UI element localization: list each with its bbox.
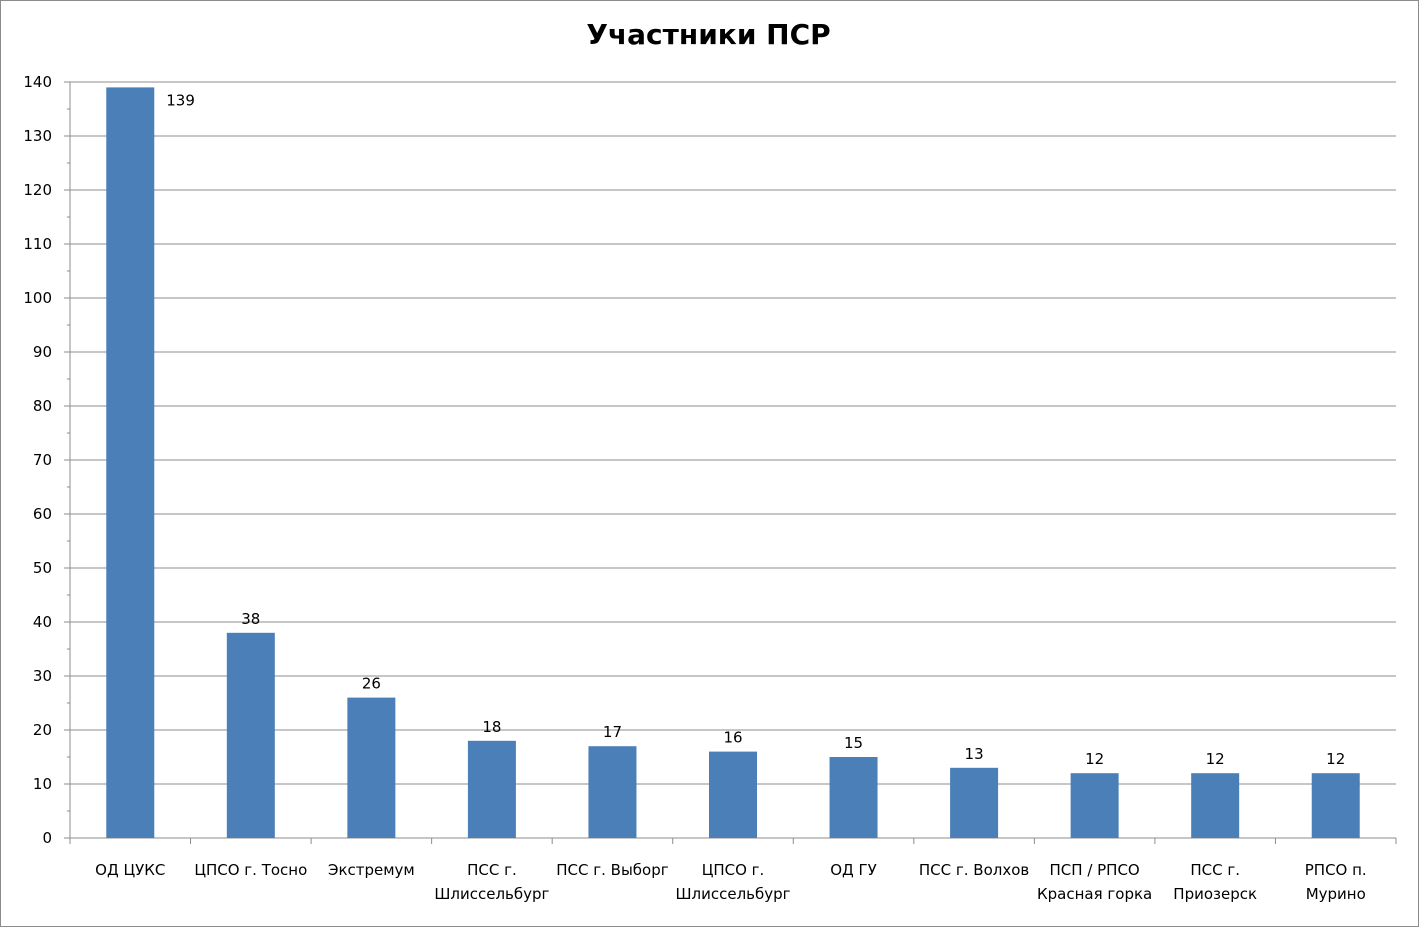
bar [467, 740, 516, 838]
data-label: 12 [1085, 750, 1104, 768]
y-tick-label: 80 [33, 397, 52, 415]
x-tick-label: Приозерск [1173, 885, 1257, 903]
x-tick-label: ПСС г. Выборг [556, 861, 668, 879]
bar [347, 697, 396, 838]
x-tick-label: ПСС г. Волхов [919, 861, 1029, 879]
x-tick-label: Мурино [1306, 885, 1366, 903]
data-label: 12 [1326, 750, 1345, 768]
bar [226, 632, 275, 838]
y-tick-label: 40 [33, 613, 52, 631]
y-tick-label: 140 [23, 73, 52, 91]
chart-title: Участники ПСР [586, 18, 831, 51]
data-label: 16 [723, 729, 742, 747]
bar [829, 757, 878, 838]
x-tick-label: ПСС г. [467, 861, 517, 879]
x-tick-label: ОД ГУ [830, 861, 877, 879]
data-label: 15 [844, 734, 863, 752]
data-label: 139 [166, 91, 195, 109]
y-tick-label: 60 [33, 505, 52, 523]
y-tick-label: 90 [33, 343, 52, 361]
y-tick-label: 30 [33, 667, 52, 685]
x-tick-label: РПСО п. [1305, 861, 1367, 879]
bar [709, 751, 757, 838]
data-label: 12 [1206, 750, 1225, 768]
x-tick-label: Шлиссельбург [434, 885, 549, 903]
data-label: 17 [603, 723, 622, 741]
bar [1191, 773, 1240, 838]
y-tick-label: 100 [23, 289, 52, 307]
y-tick-label: 10 [33, 775, 52, 793]
y-tick-label: 70 [33, 451, 52, 469]
x-tick-label: ЦПСО г. Тосно [194, 861, 307, 879]
x-tick-label: Экстремум [328, 861, 415, 879]
y-tick-label: 50 [33, 559, 52, 577]
y-tick-label: 20 [33, 721, 52, 739]
y-tick-label: 0 [42, 829, 52, 847]
x-tick-label: ПСС г. [1190, 861, 1240, 879]
data-label: 13 [965, 745, 984, 763]
bar [1311, 773, 1360, 838]
x-tick-label: ЦПСО г. [702, 861, 765, 879]
bar [106, 87, 155, 838]
x-tick-label: Шлиссельбург [675, 885, 790, 903]
x-tick-label: ПСП / РПСО [1050, 861, 1140, 879]
x-tick-label: Красная горка [1037, 885, 1152, 903]
data-label: 18 [482, 718, 501, 736]
data-label: 26 [362, 675, 381, 693]
bar [950, 767, 999, 838]
y-tick-label: 130 [23, 127, 52, 145]
y-tick-label: 120 [23, 181, 52, 199]
y-tick-label: 110 [23, 235, 52, 253]
bar [1070, 773, 1119, 838]
bar [588, 746, 637, 838]
x-tick-label: ОД ЦУКС [95, 861, 165, 879]
data-label: 38 [241, 610, 260, 628]
